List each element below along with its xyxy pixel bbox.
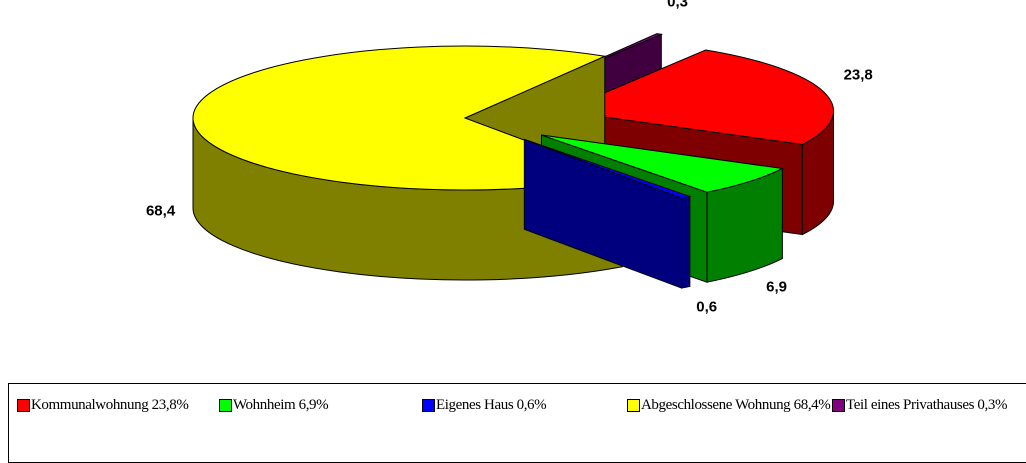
slice xyxy=(524,138,692,199)
data-label: 6,9 xyxy=(766,279,787,296)
data-label: 23,8 xyxy=(844,67,873,84)
legend-item: Teil eines Privathauses 0,3% xyxy=(832,394,1026,416)
legend: Kommunalwohnung 23,8% Wohnheim 6,9% Eigene… xyxy=(8,383,1026,463)
legend-swatch xyxy=(832,399,845,412)
legend-item: Abgeschlossene Wohnung 68,4% xyxy=(627,394,831,416)
legend-label: Teil eines Privathauses 0,3% xyxy=(846,397,1008,413)
legend-swatch xyxy=(422,399,435,412)
legend-label: Kommunalwohnung 23,8% xyxy=(31,397,189,413)
page: 23,8 6,9 0,6 68,4 0,3 Kommunalwohnung 23,8% W… xyxy=(8,0,1026,463)
legend-label: Eigenes Haus 0,6% xyxy=(436,397,547,413)
legend-item: Wohnheim 6,9% xyxy=(219,394,423,416)
slice-side xyxy=(681,195,691,289)
legend-label: Abgeschlossene Wohnung 68,4% xyxy=(641,397,831,413)
legend-swatch xyxy=(627,399,640,412)
slice xyxy=(541,134,785,193)
data-label: 68,4 xyxy=(146,203,176,220)
legend-swatch xyxy=(17,399,30,412)
legend-item: Eigenes Haus 0,6% xyxy=(422,394,626,416)
chart: 23,8 6,9 0,6 68,4 0,3 xyxy=(146,0,873,316)
legend-label: Wohnheim 6,9% xyxy=(233,397,329,413)
data-label: 0,3 xyxy=(667,0,688,10)
slice xyxy=(559,49,834,146)
data-label: 0,6 xyxy=(696,299,717,316)
legend-item: Kommunalwohnung 23,8% xyxy=(17,394,221,416)
legend-swatch xyxy=(219,399,232,412)
slice xyxy=(192,45,625,191)
